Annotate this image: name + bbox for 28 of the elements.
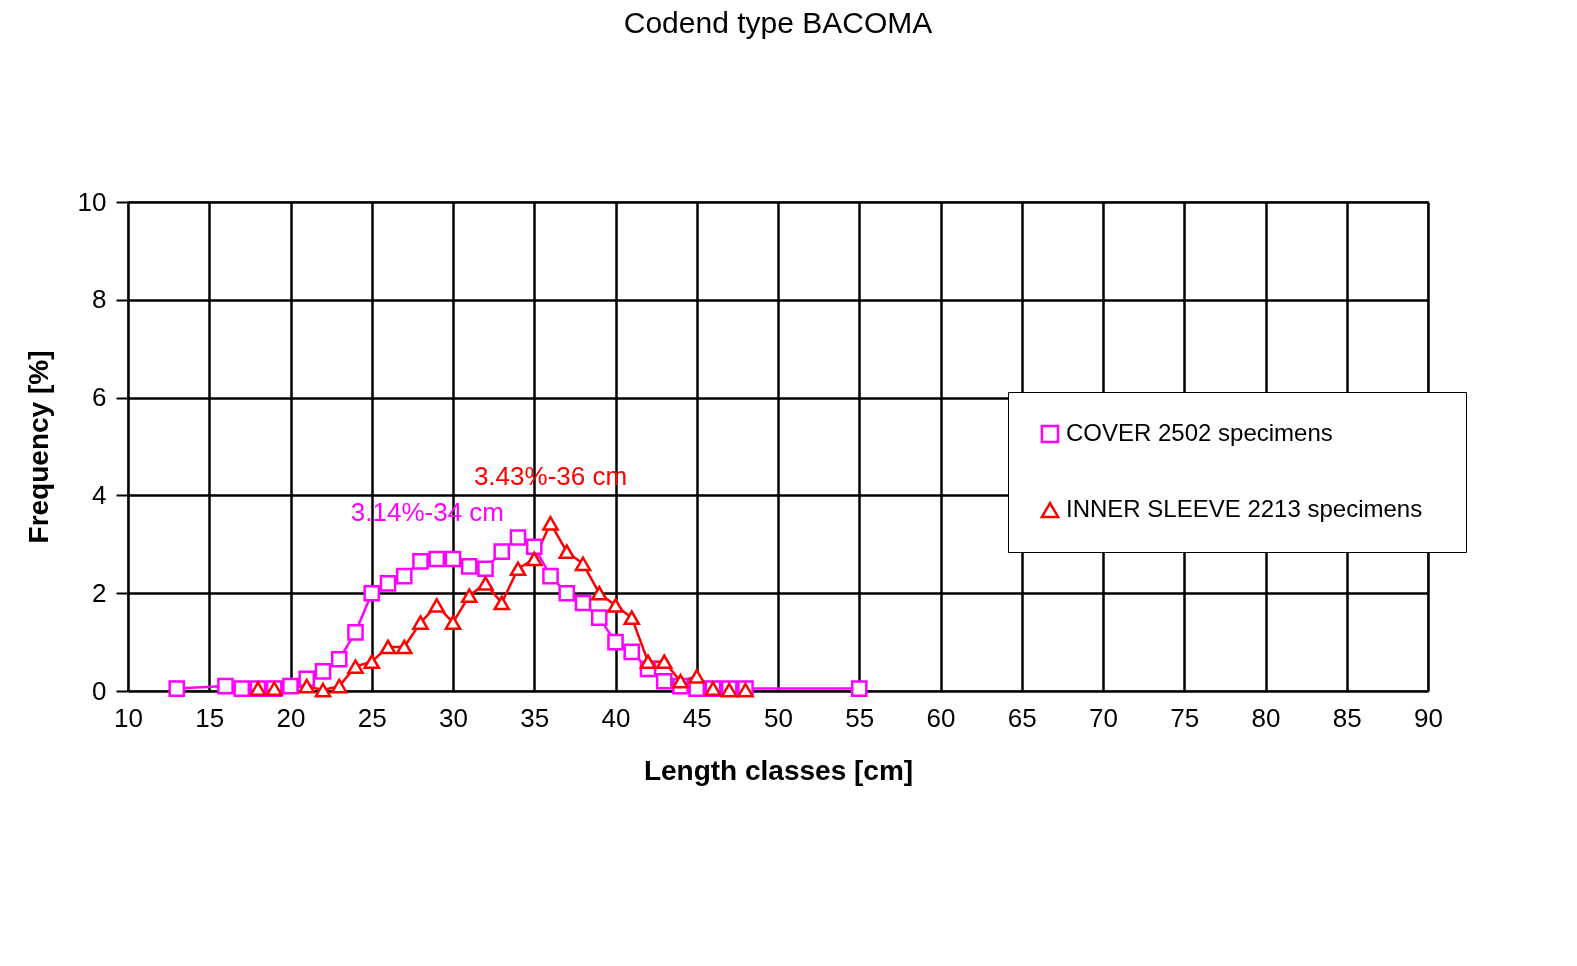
y-tick-label: 2 <box>92 577 107 608</box>
y-tick-label: 8 <box>92 284 107 315</box>
x-tick-label: 85 <box>1332 702 1362 733</box>
x-tick-label: 90 <box>1414 702 1443 733</box>
y-tick-label: 4 <box>92 479 107 510</box>
x-tick-label: 50 <box>764 702 793 733</box>
x-tick-label: 65 <box>1007 702 1037 733</box>
legend-label: COVER 2502 specimens <box>1066 419 1333 446</box>
x-tick-label: 45 <box>682 702 712 733</box>
x-tick-label: 35 <box>520 702 550 733</box>
chart-title: Codend type BACOMA <box>623 6 933 39</box>
x-tick-label: 15 <box>195 702 225 733</box>
x-tick-label: 80 <box>1251 702 1281 733</box>
x-tick-label: 70 <box>1089 702 1118 733</box>
x-tick-label: 55 <box>845 702 875 733</box>
legend-label: INNER SLEEVE 2213 specimens <box>1066 495 1423 522</box>
x-tick-label: 25 <box>357 702 387 733</box>
x-tick-label: 20 <box>276 702 306 733</box>
x-tick-label: 10 <box>114 702 143 733</box>
y-axis-title: Frequency [%] <box>22 350 54 544</box>
x-tick-label: 40 <box>601 702 631 733</box>
y-tick-label: 10 <box>77 186 107 217</box>
x-tick-label: 60 <box>926 702 956 733</box>
y-tick-label: 0 <box>92 675 107 706</box>
x-tick-label: 75 <box>1170 702 1200 733</box>
x-axis-title: Length classes [cm] <box>643 754 914 786</box>
x-tick-label: 30 <box>439 702 468 733</box>
y-tick-label: 6 <box>92 382 107 413</box>
